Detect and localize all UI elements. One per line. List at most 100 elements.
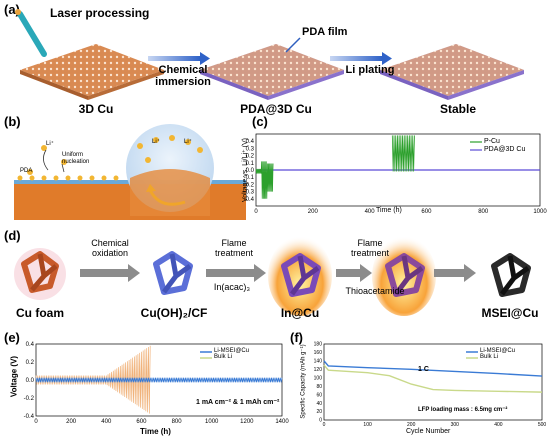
x-tick-label: 400	[494, 422, 503, 428]
li-ion-dots	[27, 135, 203, 175]
annotation-f-loading: LFP loading mass : 6.5mg cm⁻²	[418, 407, 508, 413]
y-tick-label: -0.3	[244, 190, 255, 196]
panel-c-chart: -0.4-0.3 -0.2-0.10.00.10.2 0.30.4 0 200 400 6…	[244, 133, 547, 215]
uniform-nucleation-label: Uniform nucleation	[62, 152, 90, 165]
y-tick-label: 160	[314, 350, 323, 356]
arrow-sub-thioacetamide: Thioacetamide	[345, 286, 405, 296]
series-li-msei	[35, 377, 283, 383]
y-tick-label: 0.0	[246, 168, 255, 174]
arrow-li-plating	[330, 52, 392, 65]
arrow-sub-inacac: In(acac)₃	[213, 282, 251, 292]
x-tick-label: 0	[323, 422, 326, 428]
panel-c-label: (c)	[252, 114, 268, 129]
ylabel-c: Voltage vs. Li/Li⁺ (V)	[242, 138, 249, 203]
flame-treated-icon	[372, 236, 436, 316]
arrow-chemical-immersion	[148, 52, 210, 65]
y-tick-label: 60	[316, 392, 322, 398]
y-tick-label: 20	[316, 409, 322, 415]
caption-in-cu: In@Cu	[280, 306, 320, 320]
xlabel-c: Time (h)	[376, 207, 402, 214]
laser-processing-label: Laser processing	[50, 6, 150, 20]
li-ion-label-3: Li⁺	[184, 139, 192, 145]
step-li-plating: Li plating	[345, 64, 395, 76]
x-tick-label: 1400	[275, 419, 289, 425]
y-tick-label: 120	[314, 367, 323, 373]
xlabel-e: Time (h)	[140, 427, 171, 436]
x-tick-label: 200	[66, 419, 77, 425]
li-ion-label-2: Li⁺	[152, 139, 160, 145]
plate-pda-3d-cu	[200, 44, 344, 100]
in-cu-icon	[268, 236, 332, 316]
caption-msei-cu: MSEI@Cu	[481, 306, 539, 320]
x-tick-label: 100	[363, 422, 372, 428]
legend-c-pda: PDA@3D Cu	[484, 146, 526, 153]
legend-f-bulk: Bulk Li	[480, 354, 499, 360]
series-pcu-late	[391, 135, 415, 172]
series-f-msei	[323, 360, 543, 377]
legend-c-pcu: P-Cu	[484, 138, 500, 145]
series-f-bulk	[323, 364, 543, 393]
pda-label: PDA	[20, 168, 33, 174]
y-tick-label: -0.4	[24, 414, 35, 420]
x-tick-label: 200	[308, 209, 319, 215]
x-tick-label: 400	[101, 419, 112, 425]
panel-d-schematic	[14, 236, 531, 316]
plate-stable	[380, 44, 524, 100]
y-tick-label: 0.3	[246, 146, 255, 152]
panel-f-chart: 0 20 40 60 80 100 120 140 160 180 0 100 200 300 400 50…	[314, 342, 547, 428]
y-tick-label: 140	[314, 359, 323, 365]
y-tick-label: 0.4	[26, 342, 35, 348]
y-tick-label: 40	[316, 401, 322, 407]
legend-c	[470, 141, 482, 151]
x-tick-label: 200	[407, 422, 416, 428]
ylabel-e: Voltage (V)	[9, 355, 19, 398]
x-tick-label: 600	[136, 419, 147, 425]
ylabel-f: Specific Capacity (mAh g⁻¹)	[300, 344, 307, 419]
panel-d-label: (d)	[4, 228, 21, 243]
x-tick-label: 500	[538, 422, 547, 428]
y-tick-label: 0.4	[246, 139, 255, 145]
y-tick-label: 100	[314, 375, 323, 381]
panel-a-schematic	[15, 9, 524, 100]
plate-3d-cu	[20, 44, 164, 100]
curved-arrow-icon	[148, 189, 186, 206]
li-ion-label-1: Li⁺	[46, 141, 54, 147]
annotation-f-rate: 1 C	[418, 366, 429, 373]
pda-film-label: PDA film	[302, 26, 348, 38]
annotation-e: 1 mA cm⁻² & 1 mAh cm⁻²	[196, 399, 280, 406]
y-tick-label: 0	[319, 418, 322, 424]
y-tick-label: -0.1	[244, 175, 255, 181]
plot-area-f	[323, 343, 543, 421]
series-pcu-early	[255, 161, 274, 199]
panel-f-label: (f)	[290, 330, 303, 345]
panel-b-schematic	[14, 124, 246, 220]
arrow-label-oxidation: Chemical oxidation	[91, 238, 129, 258]
x-tick-label: 300	[451, 422, 460, 428]
legend-f-msei: Li-MSEI@Cu	[480, 348, 516, 354]
process-arrows	[80, 264, 476, 282]
cu-foam-icon	[14, 248, 66, 300]
panel-e-chart: -0.4 -0.2 0.0 0.2 0.4 0 200 400 600 800 1000 1200 1…	[24, 342, 290, 425]
y-tick-label: 180	[314, 342, 323, 348]
y-tick-label: 80	[316, 384, 322, 390]
cuoh2-cf-icon	[153, 251, 193, 295]
x-tick-label: 400	[365, 209, 376, 215]
y-tick-label: -0.2	[244, 182, 255, 188]
y-tick-label: -0.2	[24, 396, 35, 402]
x-tick-label: 1000	[533, 209, 547, 215]
pda-film-pointer	[285, 37, 301, 53]
xlabel-f: Cycle Number	[406, 428, 451, 435]
x-tick-label: 1200	[240, 419, 254, 425]
laser-pen-icon	[15, 9, 47, 57]
legend-e-msei: Li-MSEI@Cu	[214, 348, 250, 354]
arrow-label-flame-1: Flame treatment	[214, 238, 254, 258]
caption-pda-3d-cu: PDA@3D Cu	[240, 102, 312, 116]
caption-3d-cu: 3D Cu	[78, 102, 114, 116]
step-chemical-immersion: Chemical immersion	[155, 64, 211, 88]
x-tick-label: 1000	[205, 419, 219, 425]
msei-cu-icon	[491, 253, 531, 297]
caption-stable: Stable	[439, 102, 476, 116]
caption-cuoh2-cf: Cu(OH)₂/CF	[140, 306, 208, 320]
legend-f	[466, 351, 478, 359]
x-tick-label: 600	[421, 209, 432, 215]
